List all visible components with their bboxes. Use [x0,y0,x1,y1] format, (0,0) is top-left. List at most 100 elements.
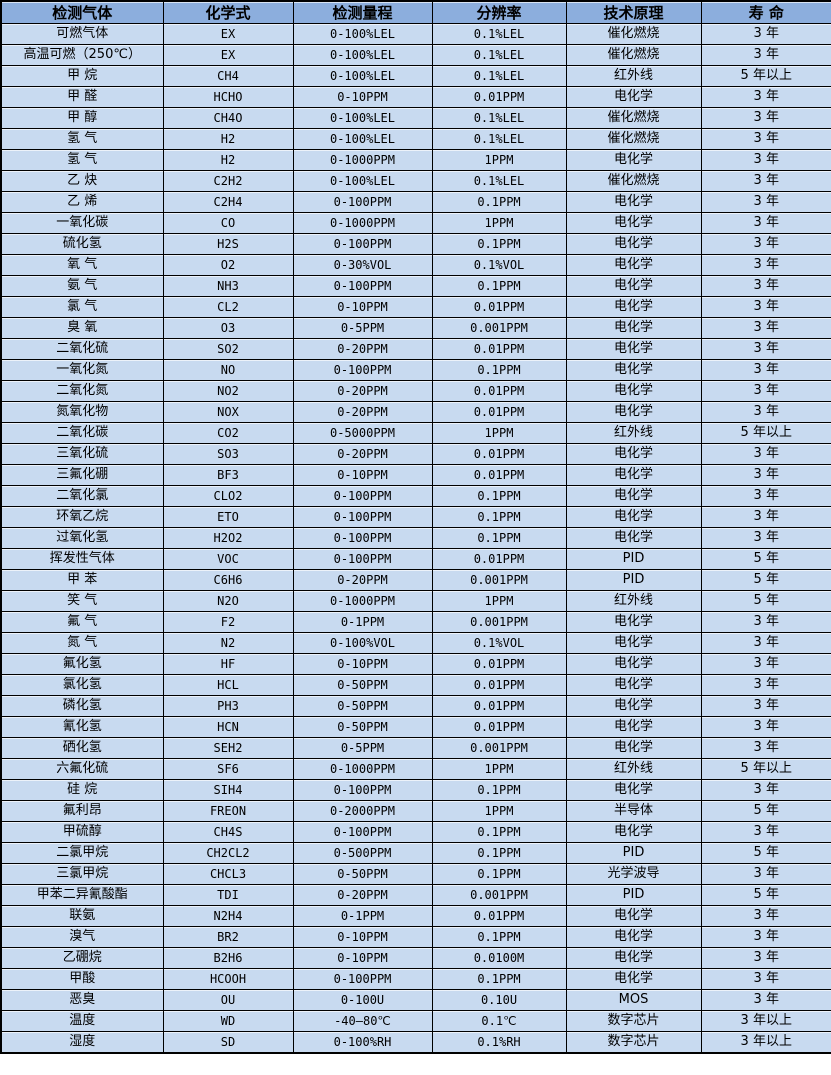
resolution-cell: 0.1PPM [431,842,567,864]
principle-cell: 电化学 [565,443,702,465]
table-row: 联氨 N2H4 0-1PPM 0.01PPM 电化学 3 年 [0,905,831,927]
gas-name-cell: 磷化氢 [0,695,164,717]
table-row: 湿度 SD 0-100%RH 0.1%RH 数字芯片 3 年以上 [0,1031,831,1054]
principle-cell: 电化学 [565,275,702,297]
resolution-cell: 1PPM [431,212,567,234]
resolution-cell: 0.01PPM [431,548,567,570]
table-row: 甲 烷 CH4 0-100%LEL 0.1%LEL 红外线 5 年以上 [0,65,831,87]
table-row: 乙硼烷 B2H6 0-10PPM 0.0100M 电化学 3 年 [0,947,831,969]
resolution-cell: 0.1PPM [431,506,567,528]
lifespan-cell: 5 年以上 [700,758,831,780]
resolution-cell: 1PPM [431,758,567,780]
principle-cell: 红外线 [565,590,702,612]
detection-range-cell: 0-50PPM [292,695,433,717]
resolution-cell: 0.01PPM [431,674,567,696]
resolution-cell: 0.1%LEL [431,44,567,66]
gas-name-cell: 温度 [0,1010,164,1032]
chemical-formula-cell: HCHO [162,86,294,108]
principle-cell: 电化学 [565,485,702,507]
principle-cell: 电化学 [565,947,702,969]
lifespan-cell: 5 年 [700,569,831,591]
chemical-formula-cell: N2O [162,590,294,612]
table-row: 氯 气 CL2 0-10PPM 0.01PPM 电化学 3 年 [0,296,831,318]
lifespan-cell: 3 年 [700,359,831,381]
principle-cell: 电化学 [565,611,702,633]
column-header-formula: 化学式 [162,0,294,24]
resolution-cell: 0.1PPM [431,863,567,885]
table-row: 环氧乙烷 ETO 0-100PPM 0.1PPM 电化学 3 年 [0,506,831,528]
gas-name-cell: 甲 醇 [0,107,164,129]
resolution-cell: 0.1PPM [431,359,567,381]
chemical-formula-cell: NO2 [162,380,294,402]
principle-cell: 电化学 [565,506,702,528]
detection-range-cell: 0-1PPM [292,905,433,927]
lifespan-cell: 3 年以上 [700,1031,831,1054]
gas-name-cell: 氧 气 [0,254,164,276]
resolution-cell: 0.01PPM [431,338,567,360]
detection-range-cell: 0-50PPM [292,716,433,738]
lifespan-cell: 5 年 [700,590,831,612]
gas-name-cell: 一氧化氮 [0,359,164,381]
chemical-formula-cell: CLO2 [162,485,294,507]
lifespan-cell: 3 年 [700,779,831,801]
chemical-formula-cell: H2 [162,149,294,171]
principle-cell: PID [565,842,702,864]
table-row: 甲酸 HCOOH 0-100PPM 0.1PPM 电化学 3 年 [0,968,831,990]
chemical-formula-cell: NOX [162,401,294,423]
detection-range-cell: 0-100%LEL [292,128,433,150]
chemical-formula-cell: H2O2 [162,527,294,549]
chemical-formula-cell: CH2CL2 [162,842,294,864]
lifespan-cell: 3 年 [700,674,831,696]
lifespan-cell: 5 年 [700,842,831,864]
gas-name-cell: 二氧化氮 [0,380,164,402]
chemical-formula-cell: SO2 [162,338,294,360]
table-row: 甲苯二异氰酸酯 TDI 0-20PPM 0.001PPM PID 5 年 [0,884,831,906]
chemical-formula-cell: WD [162,1010,294,1032]
chemical-formula-cell: N2 [162,632,294,654]
resolution-cell: 0.1PPM [431,485,567,507]
chemical-formula-cell: H2 [162,128,294,150]
lifespan-cell: 3 年 [700,926,831,948]
principle-cell: 电化学 [565,737,702,759]
detection-range-cell: 0-50PPM [292,863,433,885]
chemical-formula-cell: HCN [162,716,294,738]
resolution-cell: 0.01PPM [431,716,567,738]
chemical-formula-cell: NO [162,359,294,381]
gas-name-cell: 甲酸 [0,968,164,990]
lifespan-cell: 3 年 [700,464,831,486]
gas-name-cell: 氯化氢 [0,674,164,696]
detection-range-cell: 0-100PPM [292,821,433,843]
gas-name-cell: 氨 气 [0,275,164,297]
chemical-formula-cell: C6H6 [162,569,294,591]
lifespan-cell: 3 年 [700,485,831,507]
detection-range-cell: 0-10PPM [292,464,433,486]
gas-name-cell: 二氧化氯 [0,485,164,507]
lifespan-cell: 3 年 [700,947,831,969]
table-row: 臭 氧 O3 0-5PPM 0.001PPM 电化学 3 年 [0,317,831,339]
resolution-cell: 0.1PPM [431,779,567,801]
column-header-lifespan: 寿 命 [700,0,831,24]
chemical-formula-cell: ETO [162,506,294,528]
lifespan-cell: 3 年 [700,401,831,423]
chemical-formula-cell: SD [162,1031,294,1054]
table-row: 硫化氢 H2S 0-100PPM 0.1PPM 电化学 3 年 [0,233,831,255]
table-row: 可燃气体 EX 0-100%LEL 0.1%LEL 催化燃烧 3 年 [0,23,831,45]
detection-range-cell: 0-100PPM [292,485,433,507]
detection-range-cell: 0-20PPM [292,443,433,465]
resolution-cell: 0.01PPM [431,653,567,675]
table-row: 六氟化硫 SF6 0-1000PPM 1PPM 红外线 5 年以上 [0,758,831,780]
lifespan-cell: 3 年 [700,905,831,927]
detection-range-cell: 0-100PPM [292,548,433,570]
chemical-formula-cell: SO3 [162,443,294,465]
chemical-formula-cell: CH4O [162,107,294,129]
lifespan-cell: 3 年 [700,149,831,171]
table-row: 氮氧化物 NOX 0-20PPM 0.01PPM 电化学 3 年 [0,401,831,423]
table-row: 二氧化氮 NO2 0-20PPM 0.01PPM 电化学 3 年 [0,380,831,402]
principle-cell: 半导体 [565,800,702,822]
resolution-cell: 0.1%LEL [431,128,567,150]
chemical-formula-cell: CH4S [162,821,294,843]
gas-name-cell: 挥发性气体 [0,548,164,570]
chemical-formula-cell: H2S [162,233,294,255]
gas-name-cell: 恶臭 [0,989,164,1011]
gas-name-cell: 硅 烷 [0,779,164,801]
